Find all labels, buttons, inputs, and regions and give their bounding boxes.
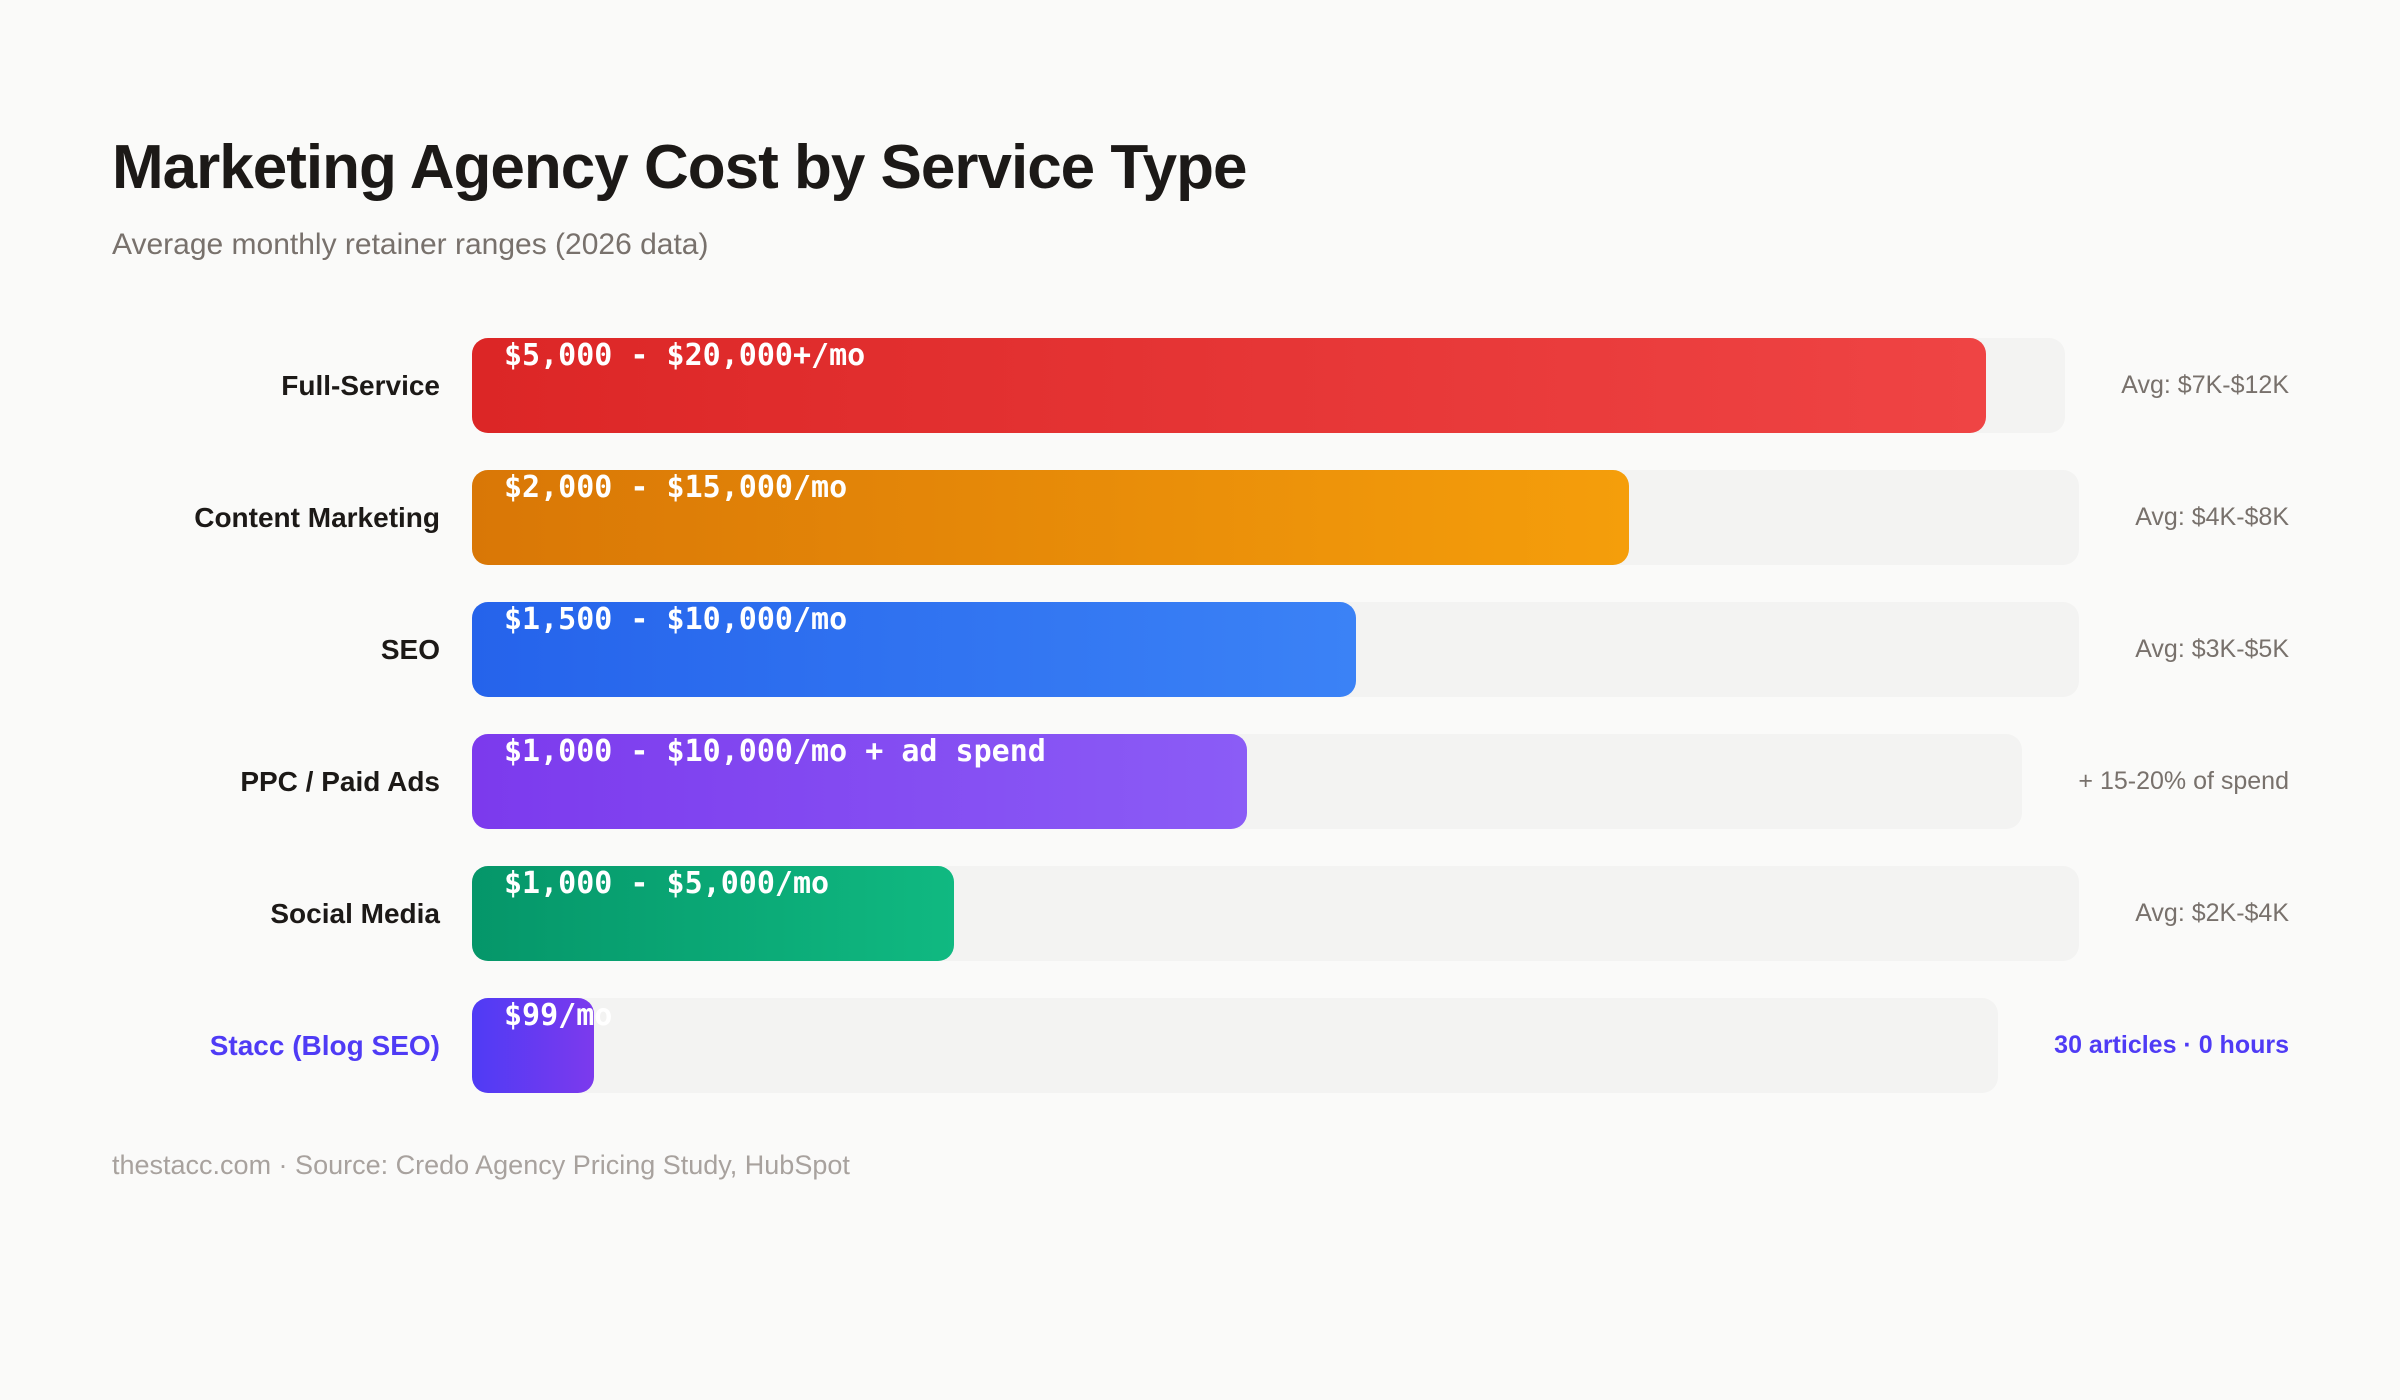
bar-row: Stacc (Blog SEO) $99/mo 30 articles · 0 … [112,998,2289,1093]
chart-footer: thestacc.com · Source: Credo Agency Pric… [112,1150,850,1180]
bar-track: $2,000 - $15,000/mo [472,470,2080,565]
bar-note: Avg: $3K-$5K [2135,635,2289,663]
bar-value-label: $1,000 - $5,000/mo [504,866,830,901]
bar-note: 30 articles · 0 hours [2054,1031,2289,1059]
bar [472,998,595,1093]
bar-track: $1,000 - $10,000/mo + ad spend [472,734,2023,829]
bar [472,602,1356,697]
bar [472,734,1248,829]
bar-value-label: $5,000 - $20,000+/mo [504,338,866,373]
bar-value-label: $99/mo [504,998,613,1033]
bar-note: Avg: $2K-$4K [2135,899,2289,927]
bar-value-label: $1,500 - $10,000/mo [504,602,848,637]
bar-track: $1,000 - $5,000/mo [472,866,2080,961]
bar-note: Avg: $7K-$12K [2121,371,2289,399]
bar [472,470,1630,565]
bar [472,866,955,961]
chart-title: Marketing Agency Cost by Service Type [112,133,1247,202]
bar-row: Social Media $1,000 - $5,000/mo Avg: $2K… [112,866,2289,961]
bar-value-label: $1,000 - $10,000/mo + ad spend [504,734,1046,769]
bar-track: $5,000 - $20,000+/mo [472,338,2066,433]
bar-track: $99/mo [472,998,1999,1093]
bar-row: SEO $1,500 - $10,000/mo Avg: $3K-$5K [112,602,2289,697]
category-label: Social Media [270,897,440,929]
bar-row: Full-Service $5,000 - $20,000+/mo Avg: $… [112,338,2289,433]
bar-chart: Full-Service $5,000 - $20,000+/mo Avg: $… [112,338,2289,1130]
bar-note: Avg: $4K-$8K [2135,503,2289,531]
category-label: PPC / Paid Ads [240,765,440,797]
bar-value-label: $2,000 - $15,000/mo [504,470,848,505]
category-label: SEO [380,633,440,665]
category-label: Content Marketing [194,501,440,533]
bar-row: PPC / Paid Ads $1,000 - $10,000/mo + ad … [112,734,2289,829]
bar-row: Content Marketing $2,000 - $15,000/mo Av… [112,470,2289,565]
chart-subtitle: Average monthly retainer ranges (2026 da… [112,228,709,261]
bar-note: + 15-20% of spend [2078,767,2289,795]
category-label: Stacc (Blog SEO) [209,1029,440,1061]
bar [472,338,1986,433]
category-label: Full-Service [281,369,440,401]
bar-track: $1,500 - $10,000/mo [472,602,2080,697]
